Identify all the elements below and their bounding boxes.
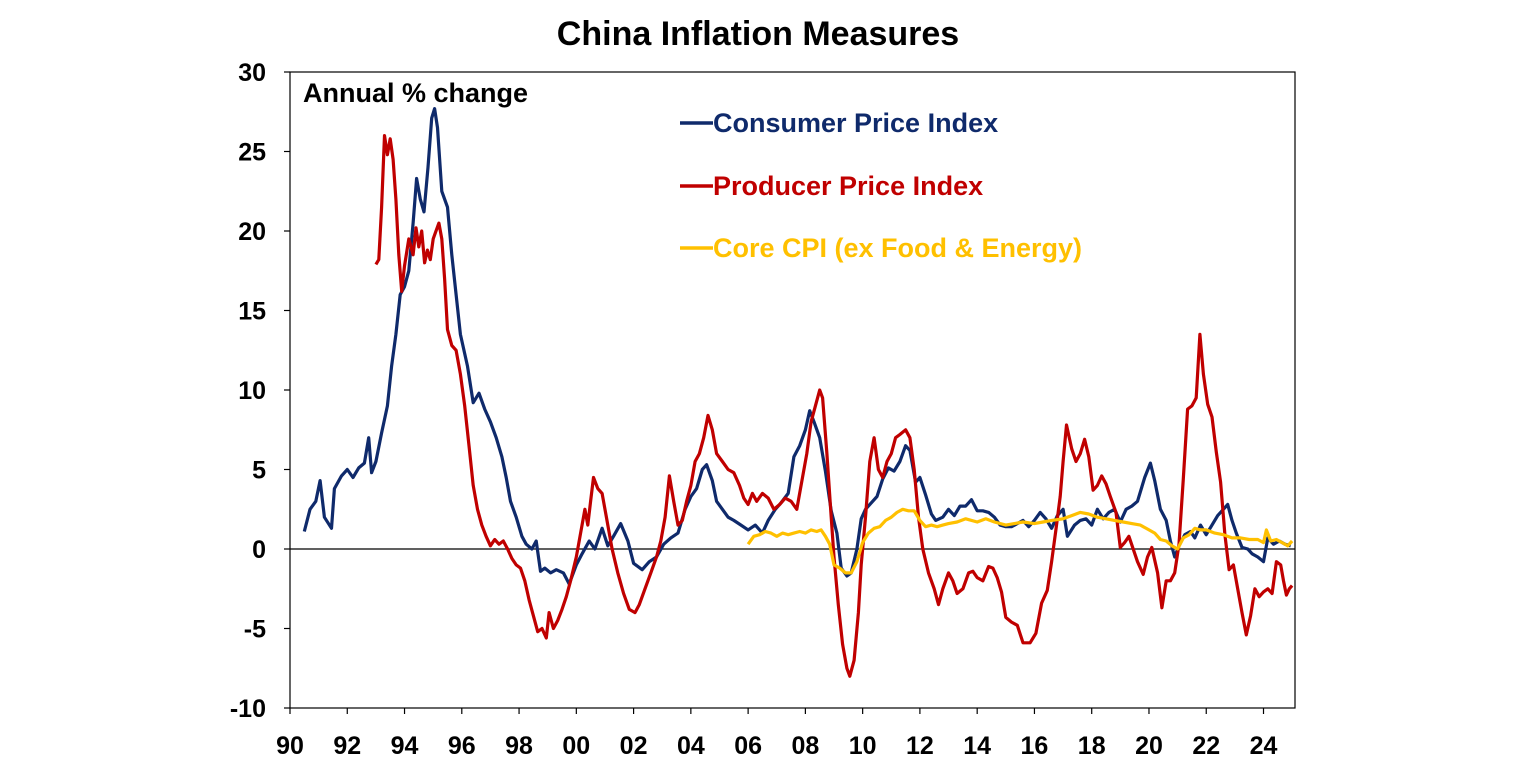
axes-group: -10 -5 0 5 10 15 20 25 30 90 92 94 96 98 00 02 04 06 08 10 1… <box>230 59 1278 760</box>
x-tick-label: 04 <box>677 732 705 760</box>
x-tick-label: 22 <box>1192 732 1220 760</box>
legend-label: Producer Price Index <box>713 171 983 201</box>
y-tick-label: 0 <box>252 536 266 564</box>
chart-title: China Inflation Measures <box>557 15 959 53</box>
x-tick-label: 10 <box>849 732 877 760</box>
series-line-consumer-price-index <box>302 107 1292 586</box>
x-tick-label: 02 <box>620 732 648 760</box>
x-tick-label: 18 <box>1078 732 1106 760</box>
y-tick-label: 20 <box>238 218 266 246</box>
x-tick-label: 20 <box>1135 732 1163 760</box>
x-tick-label: 06 <box>734 732 762 760</box>
series-line-core-cpi-ex-food-energy <box>746 507 1294 575</box>
legend-label: Core CPI (ex Food & Energy) <box>713 233 1082 263</box>
x-tick-label: 16 <box>1021 732 1049 760</box>
y-tick-label: 25 <box>238 139 266 167</box>
y-tick-label: 30 <box>238 59 266 87</box>
y-tick-label: -5 <box>244 616 266 644</box>
y-tick-label: 5 <box>252 457 266 485</box>
series-line-producer-price-index <box>374 134 1294 678</box>
x-tick-label: 92 <box>333 732 361 760</box>
y-tick-label: -10 <box>230 695 266 723</box>
y-tick-label: 10 <box>238 377 266 405</box>
x-tick-label: 90 <box>276 732 304 760</box>
series-group <box>302 107 1294 678</box>
units-label: Annual % change <box>303 78 528 108</box>
legend: Consumer Price Index Producer Price Index… <box>680 108 1082 263</box>
x-tick-label: 96 <box>448 732 476 760</box>
x-tick-label: 24 <box>1250 732 1278 760</box>
y-tick-label: 15 <box>238 298 266 326</box>
x-tick-label: 12 <box>906 732 934 760</box>
x-tick-label: 00 <box>562 732 590 760</box>
x-tick-label: 94 <box>391 732 419 760</box>
x-tick-label: 08 <box>791 732 819 760</box>
x-tick-label: 98 <box>505 732 533 760</box>
x-tick-label: 14 <box>963 732 991 760</box>
legend-label: Consumer Price Index <box>713 108 998 138</box>
